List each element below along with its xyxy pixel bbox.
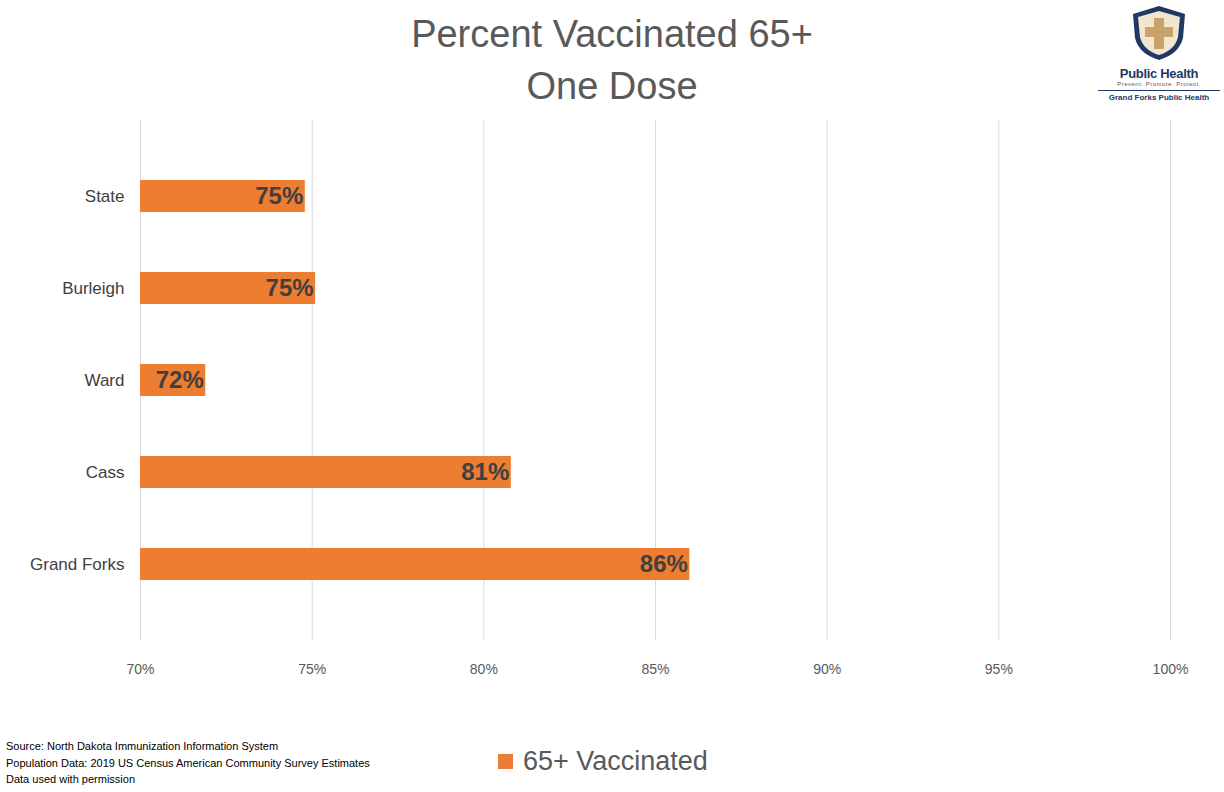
svg-text:75%: 75% — [266, 274, 314, 301]
html-text:One Dose: One Dose — [526, 65, 698, 107]
svg-text:81%: 81% — [461, 458, 509, 485]
svg-text:Ward: Ward — [85, 371, 125, 390]
html-text:Data used with permission: Data used with permission — [6, 773, 135, 785]
svg-text:State: State — [85, 187, 125, 206]
svg-text:90%: 90% — [813, 661, 841, 677]
svg-text:72%: 72% — [156, 366, 204, 393]
html-text:Percent Vaccinated 65+: Percent Vaccinated 65+ — [411, 13, 813, 55]
svg-text:70%: 70% — [126, 661, 154, 677]
svg-text:Cass: Cass — [86, 463, 125, 482]
svg-text:86%: 86% — [640, 550, 688, 577]
html-text:Source: North Dakota Immunizat: Source: North Dakota Immunization Inform… — [6, 740, 279, 752]
html-text:Prevent. Promote. Protect.: Prevent. Promote. Protect. — [1117, 81, 1201, 87]
svg-text:75%: 75% — [298, 661, 326, 677]
html-text:Population Data: 2019 US Censu: Population Data: 2019 US Census American… — [6, 756, 370, 769]
html-text:Grand Forks Public Health: Grand Forks Public Health — [1108, 93, 1210, 102]
html-text:65+ Vaccinated: 65+ Vaccinated — [523, 746, 708, 776]
svg-text:80%: 80% — [470, 661, 498, 677]
svg-text:95%: 95% — [985, 661, 1013, 677]
svg-text:85%: 85% — [641, 661, 669, 677]
svg-text:75%: 75% — [255, 182, 303, 209]
html-text:Public Health: Public Health — [1119, 66, 1199, 81]
svg-text:Burleigh: Burleigh — [62, 279, 124, 298]
svg-text:100%: 100% — [1153, 661, 1189, 677]
svg-text:Grand Forks: Grand Forks — [30, 555, 124, 574]
